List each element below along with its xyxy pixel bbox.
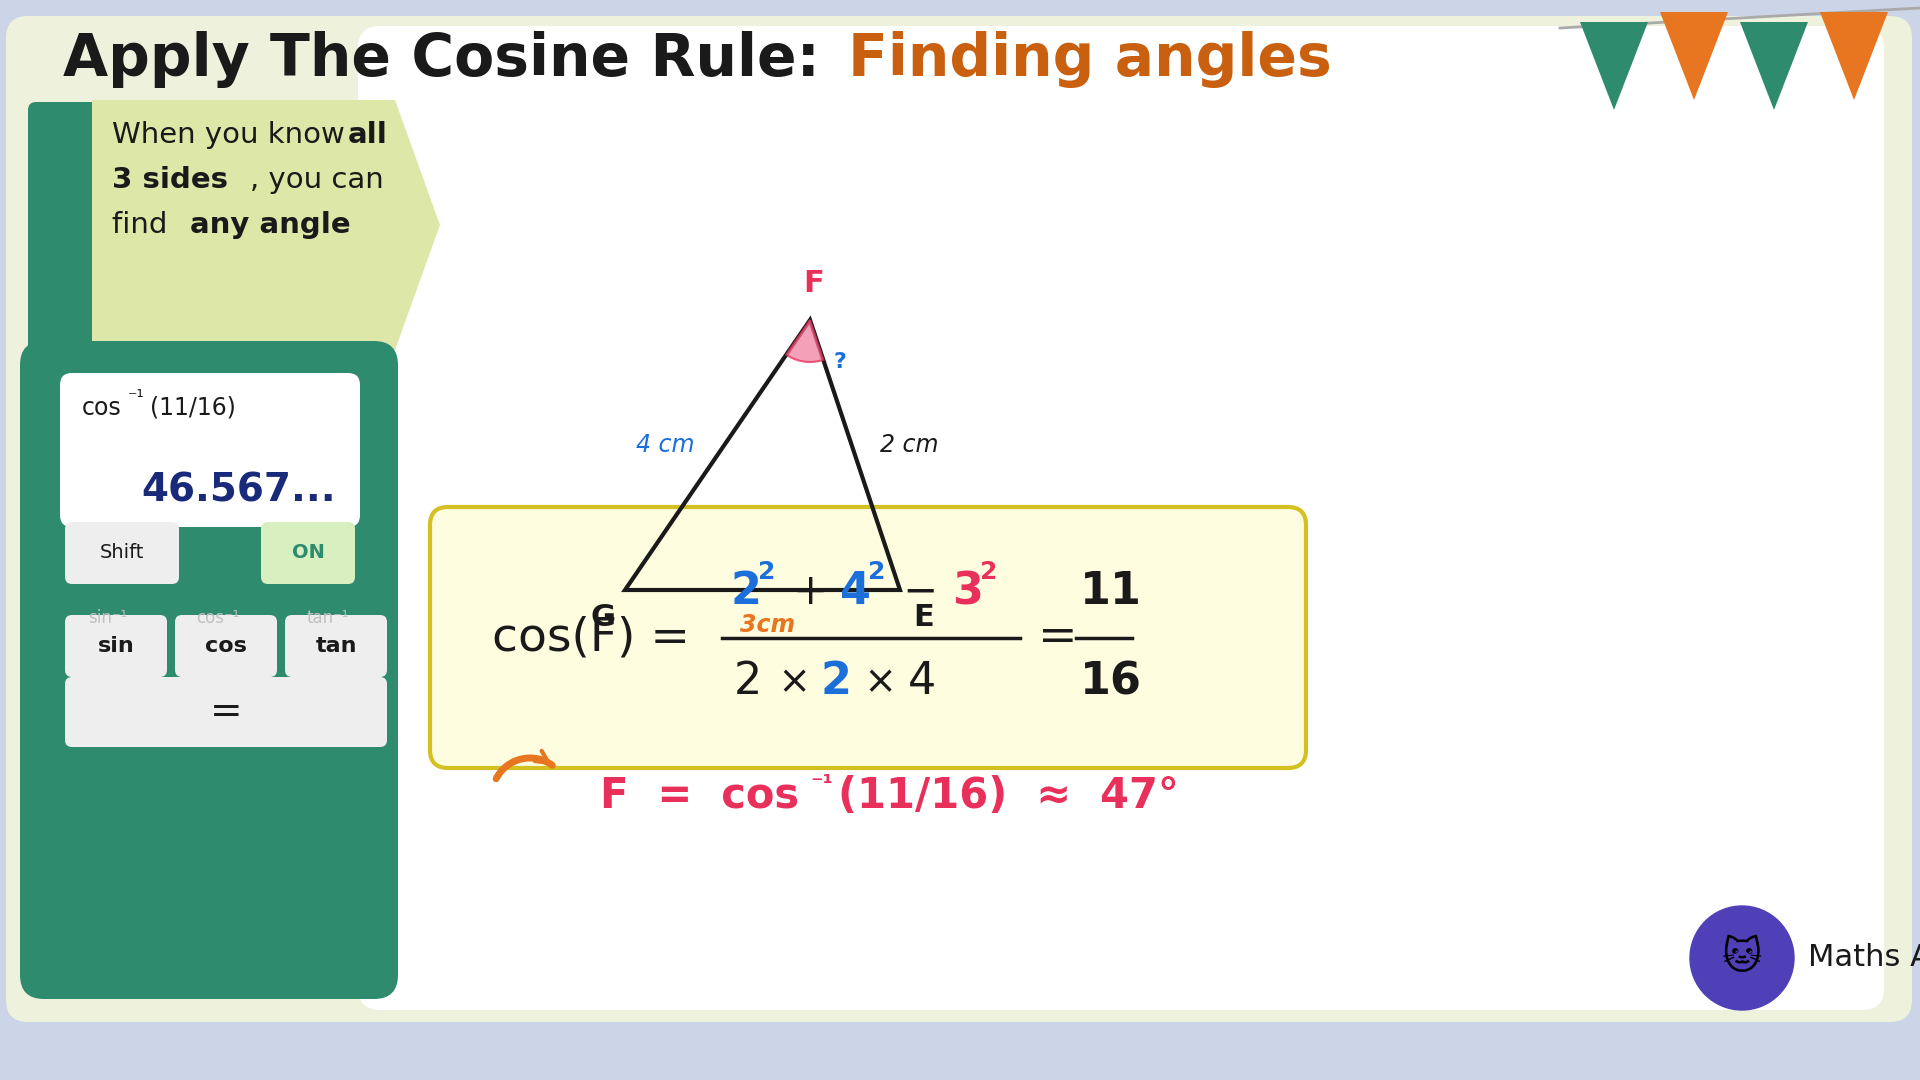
Text: 🐱: 🐱 xyxy=(1722,939,1763,977)
Polygon shape xyxy=(1661,12,1728,100)
Text: F: F xyxy=(804,270,824,298)
Text: 3: 3 xyxy=(952,570,983,613)
Text: 11: 11 xyxy=(1079,570,1142,613)
Text: cos(F) =: cos(F) = xyxy=(492,616,689,661)
Text: 16: 16 xyxy=(1079,661,1142,703)
FancyBboxPatch shape xyxy=(65,522,179,584)
Text: tan: tan xyxy=(315,636,357,656)
Polygon shape xyxy=(1740,22,1809,110)
Polygon shape xyxy=(1820,12,1887,100)
FancyBboxPatch shape xyxy=(60,373,361,527)
Text: Shift: Shift xyxy=(100,543,144,563)
Text: sin: sin xyxy=(98,636,134,656)
Text: ×: × xyxy=(766,663,824,701)
Text: =: = xyxy=(1039,616,1077,661)
Text: F  =  cos: F = cos xyxy=(599,775,799,816)
Text: 3cm: 3cm xyxy=(739,613,795,637)
Text: Maths Angel: Maths Angel xyxy=(1809,944,1920,972)
FancyBboxPatch shape xyxy=(29,102,100,518)
Text: G: G xyxy=(591,604,616,633)
Text: cos: cos xyxy=(205,636,248,656)
Text: 3 sides: 3 sides xyxy=(111,166,228,194)
FancyBboxPatch shape xyxy=(175,615,276,677)
Polygon shape xyxy=(787,320,824,362)
Text: tan⁻¹: tan⁻¹ xyxy=(307,609,349,627)
Text: Finding angles: Finding angles xyxy=(849,31,1332,89)
Text: any angle: any angle xyxy=(190,211,351,239)
Text: +: + xyxy=(780,571,841,613)
Text: (11/16)  ≈  47°: (11/16) ≈ 47° xyxy=(837,775,1179,816)
Text: 2: 2 xyxy=(868,561,885,584)
Text: Apply The Cosine Rule:: Apply The Cosine Rule: xyxy=(63,31,841,89)
Text: cos: cos xyxy=(83,396,121,420)
Text: 2: 2 xyxy=(758,561,776,584)
Text: 4: 4 xyxy=(908,661,937,703)
Text: ×: × xyxy=(852,663,910,701)
Text: 4: 4 xyxy=(841,570,872,613)
FancyBboxPatch shape xyxy=(19,341,397,999)
FancyBboxPatch shape xyxy=(261,522,355,584)
Text: sin⁻¹: sin⁻¹ xyxy=(88,609,127,627)
Text: , you can: , you can xyxy=(250,166,384,194)
Polygon shape xyxy=(1580,22,1647,110)
FancyBboxPatch shape xyxy=(65,677,388,747)
Text: =: = xyxy=(209,693,242,731)
FancyBboxPatch shape xyxy=(284,615,388,677)
Text: 2: 2 xyxy=(733,661,762,703)
FancyBboxPatch shape xyxy=(357,26,1884,1010)
Text: When you know: When you know xyxy=(111,121,353,149)
Text: 46.567...: 46.567... xyxy=(142,471,336,509)
FancyBboxPatch shape xyxy=(6,16,1912,1022)
Text: 2 cm: 2 cm xyxy=(879,433,939,457)
Text: ⁻¹: ⁻¹ xyxy=(129,389,144,407)
Text: ?: ? xyxy=(833,352,847,372)
Text: −: − xyxy=(891,571,952,613)
Text: 2: 2 xyxy=(730,570,760,613)
Text: (11/16): (11/16) xyxy=(150,396,236,420)
Text: ⁻¹: ⁻¹ xyxy=(810,772,833,796)
Text: cos⁻¹: cos⁻¹ xyxy=(196,609,240,627)
Text: 4 cm: 4 cm xyxy=(636,433,695,457)
Text: 2: 2 xyxy=(820,661,851,703)
Text: all: all xyxy=(348,121,388,149)
Text: 2: 2 xyxy=(979,561,996,584)
Text: find: find xyxy=(111,211,177,239)
Circle shape xyxy=(1690,906,1793,1010)
Polygon shape xyxy=(92,100,440,350)
FancyBboxPatch shape xyxy=(430,507,1306,768)
Text: E: E xyxy=(914,604,935,633)
FancyBboxPatch shape xyxy=(65,615,167,677)
Text: ON: ON xyxy=(292,543,324,563)
